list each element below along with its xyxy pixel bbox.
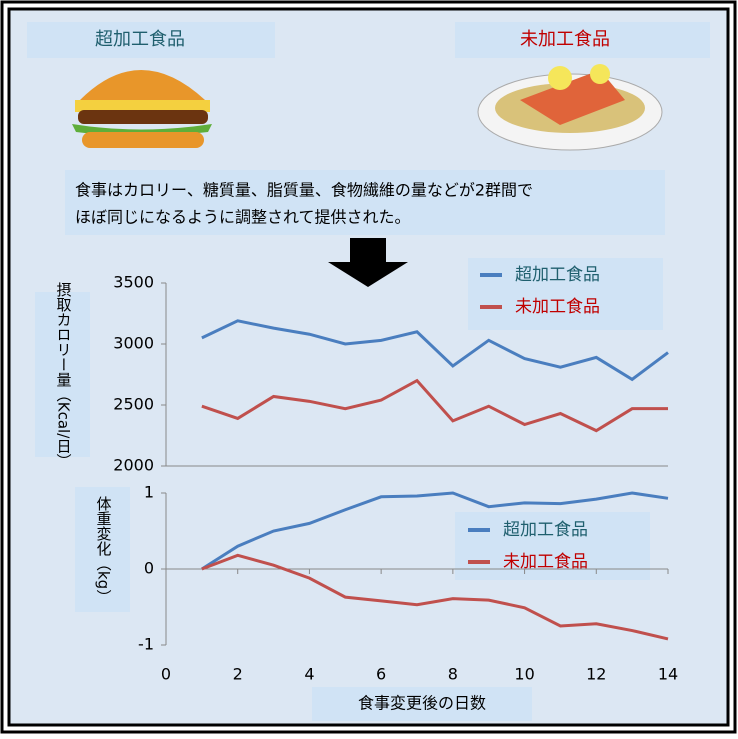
salmon-icon [477, 64, 663, 151]
label-box [27, 22, 275, 58]
legend-label: 超加工食品 [515, 265, 600, 285]
y-tick-label: 2000 [113, 456, 154, 475]
x-tick-label: 6 [376, 665, 386, 684]
burger-icon [72, 70, 212, 148]
data-line [201, 553, 669, 641]
data-line [201, 378, 668, 433]
y-axis-label: 体重変化（kg） [95, 496, 113, 604]
legend-box [468, 258, 663, 330]
y-tick-label: 3000 [113, 334, 154, 353]
arrow [328, 238, 408, 287]
label-box [455, 22, 710, 58]
left-label: 超加工食品 [95, 29, 185, 50]
x-tick-label: 12 [586, 665, 606, 684]
note: 食事はカロリー、糖質量、脂質量、食物繊維の量などが2群間で [75, 181, 533, 200]
legend-label: 未加工食品 [503, 552, 588, 572]
legend-label: 未加工食品 [515, 297, 600, 317]
note: ほぼ同じになるように調整されて提供された。 [75, 208, 411, 227]
y-axis-label: 摂取カロリー量（Kcal/日） [55, 282, 73, 469]
y-tick-label: 1 [144, 483, 154, 502]
x-tick-label: 8 [448, 665, 458, 684]
x-tick-label: 0 [161, 665, 171, 684]
label-box [35, 292, 90, 457]
label-box [312, 687, 532, 721]
y-tick-label: 2500 [113, 395, 154, 414]
x-tick-label: 10 [514, 665, 534, 684]
label-box [75, 487, 130, 612]
data-line [201, 491, 669, 571]
right-label: 未加工食品 [520, 29, 610, 50]
x-axis-label: 食事変更後の日数 [358, 694, 486, 713]
x-tick-label: 14 [658, 665, 678, 684]
legend-label: 超加工食品 [503, 520, 588, 540]
note-box [65, 170, 665, 235]
y-tick-label: 3500 [113, 273, 154, 292]
y-tick-label: -1 [138, 635, 154, 654]
data-line [201, 319, 669, 382]
x-tick-label: 4 [304, 665, 314, 684]
x-tick-label: 2 [233, 665, 243, 684]
y-tick-label: 0 [144, 559, 154, 578]
